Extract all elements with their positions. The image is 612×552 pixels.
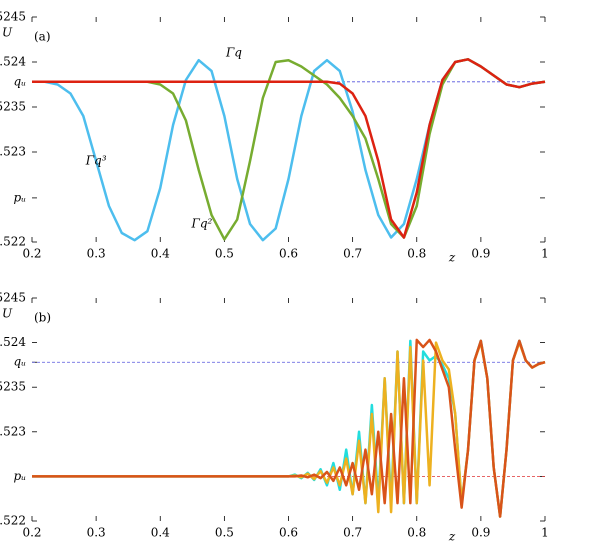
y-tick-label: 0.5235 [0,100,26,114]
y-tick-label: 0.523 [0,145,26,159]
x-tick-label: 0.4 [151,247,170,261]
x-axis-label: z [448,251,456,265]
curve-label: Γq [225,46,242,60]
series-line [32,338,546,518]
series-line [32,341,546,518]
x-tick-label: 0.9 [471,526,490,540]
y-tick-label: 0.5235 [0,380,26,394]
x-tick-label: 0.4 [151,526,170,540]
curve-label: Γq³ [85,154,107,168]
y-tick-label: qᵤ [14,355,27,369]
series-line [32,58,546,242]
curve-label: Γq² [191,217,213,231]
y-axis-label: U [2,307,13,321]
x-tick-label: 0.9 [471,247,490,261]
x-tick-label: 1 [541,526,549,540]
x-tick-label: 0.3 [87,247,106,261]
x-tick-label: 1 [541,247,549,261]
panel-label: (a) [34,30,51,44]
x-tick-label: 0.5 [215,247,234,261]
y-tick-label: 0.522 [0,514,26,528]
x-tick-label: 0.5 [215,526,234,540]
panel-label: (b) [34,311,51,325]
x-axis-label: z [448,530,456,544]
y-tick-label: qᵤ [14,74,27,88]
y-tick-label: 0.5245 [0,291,26,305]
x-tick-label: 0.6 [279,526,298,540]
x-tick-label: 0.2 [22,526,41,540]
x-tick-label: 0.7 [343,247,362,261]
y-tick-label: 0.523 [0,424,26,438]
y-tick-label: 0.524 [0,335,26,349]
x-tick-label: 0.7 [343,526,362,540]
y-tick-label: 0.522 [0,235,26,249]
x-tick-label: 0.3 [87,526,106,540]
y-tick-label: pᵤ [14,469,27,483]
y-tick-label: 0.524 [0,55,26,69]
x-tick-label: 0.2 [22,247,41,261]
y-tick-label: pᵤ [14,190,27,204]
series-line [32,58,546,239]
series-line [32,339,546,518]
y-axis-label: U [2,26,13,40]
x-tick-label: 0.6 [279,247,298,261]
y-tick-label: 0.5245 [0,10,26,24]
x-tick-label: 0.8 [407,247,426,261]
x-tick-label: 0.8 [407,526,426,540]
series-line [32,58,546,241]
